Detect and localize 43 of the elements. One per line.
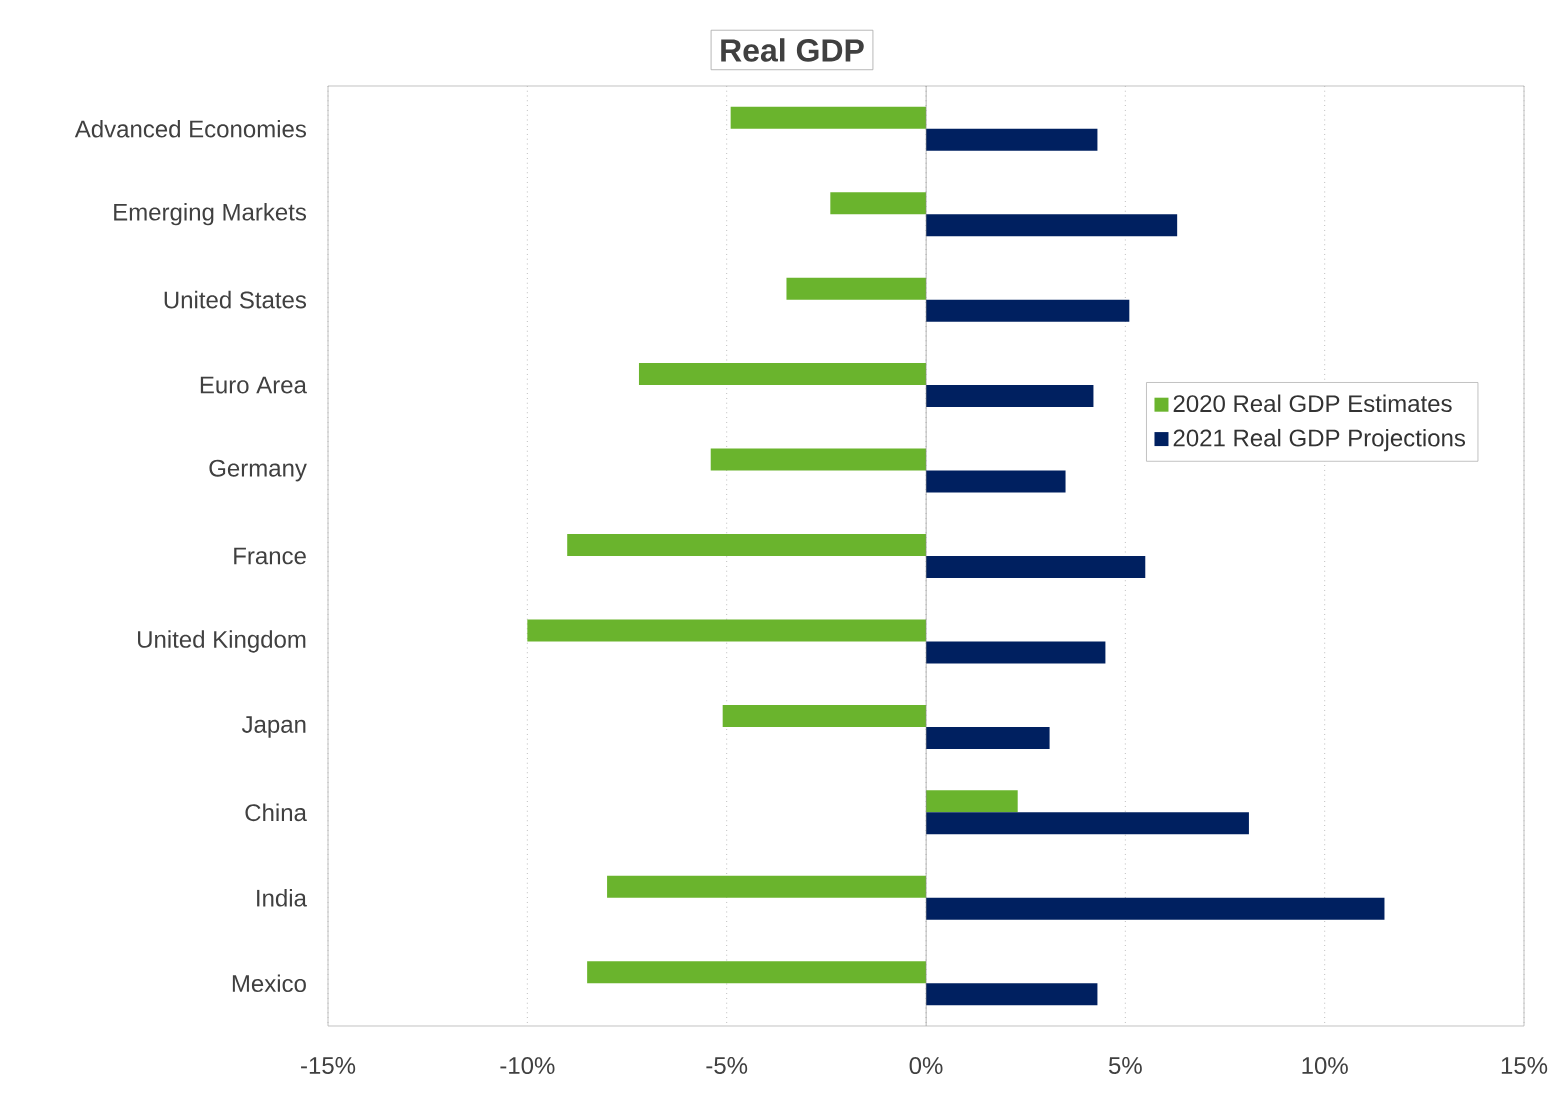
- y-tick-label: Emerging Markets: [114, 203, 307, 226]
- chart-title: Real GDP: [721, 38, 864, 62]
- y-tick-label: Euro Area: [200, 376, 307, 394]
- y-tick-label: China: [245, 803, 307, 822]
- bar: [830, 192, 926, 215]
- x-tick-label: 0%: [909, 1057, 943, 1075]
- y-tick-label: India: [257, 889, 307, 907]
- y-tick-label: Mexico: [232, 974, 306, 993]
- y-tick-label: France: [234, 547, 306, 565]
- bar: [567, 533, 926, 556]
- bar: [926, 726, 1050, 749]
- legend-label: 2020 Real GDP Estimates: [1173, 394, 1452, 413]
- x-tick-label: 10%: [1302, 1057, 1348, 1075]
- bar: [926, 812, 1249, 835]
- x-tick-label: 15%: [1501, 1057, 1548, 1074]
- bar: [730, 106, 926, 129]
- bar: [926, 299, 1130, 322]
- y-tick-label: Advanced Economies: [74, 119, 307, 138]
- bar: [926, 470, 1066, 493]
- y-tick-label: United States: [164, 290, 307, 309]
- bar: [786, 277, 926, 300]
- y-tick-label: Germany: [209, 459, 307, 482]
- bar: [710, 448, 926, 471]
- x-tick-label: -10%: [500, 1057, 555, 1075]
- y-tick-label: United Kingdom: [138, 630, 306, 653]
- bar: [926, 641, 1106, 664]
- bar: [722, 704, 926, 727]
- bar: [587, 961, 926, 984]
- bar: [527, 619, 926, 642]
- x-tick-label: -5%: [706, 1057, 748, 1074]
- x-tick-label: -15%: [301, 1057, 356, 1074]
- bar: [638, 363, 926, 386]
- bar: [926, 385, 1094, 408]
- bar: [926, 983, 1098, 1006]
- bar: [926, 897, 1385, 920]
- x-tick-label: 5%: [1108, 1057, 1142, 1074]
- y-tick-label: Japan: [241, 716, 306, 738]
- bar: [607, 875, 926, 898]
- bar: [926, 214, 1178, 237]
- bar: [926, 556, 1146, 578]
- legend-label: 2021 Real GDP Projections: [1173, 428, 1466, 452]
- bar: [926, 790, 1018, 813]
- bar: [926, 128, 1098, 151]
